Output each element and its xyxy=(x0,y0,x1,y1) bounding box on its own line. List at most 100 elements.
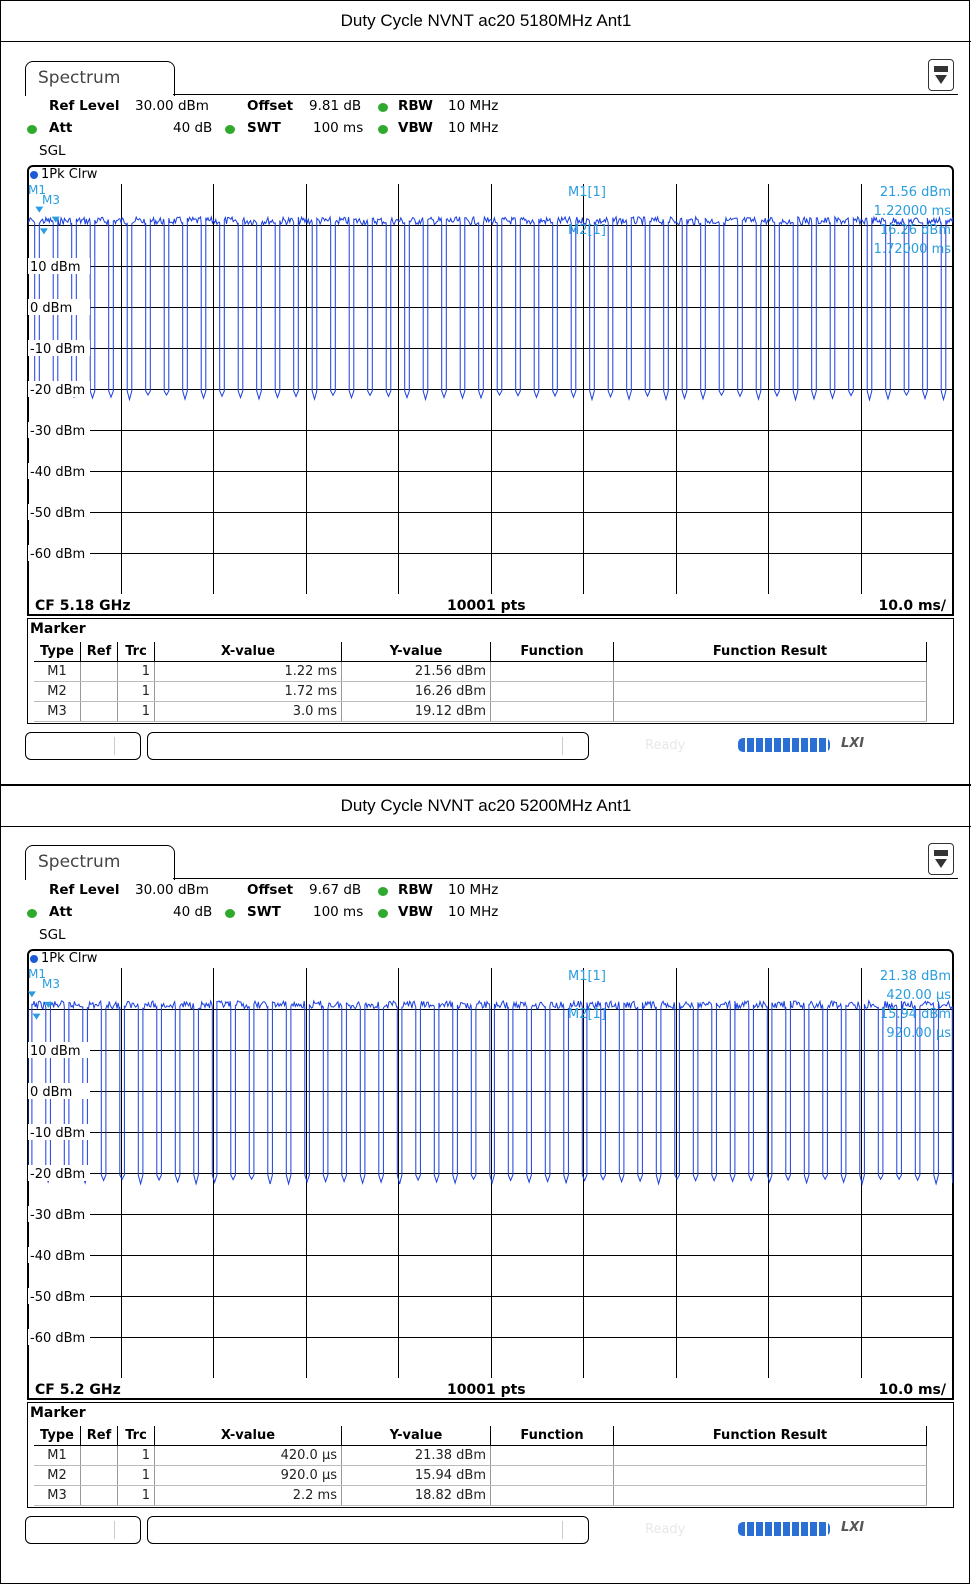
y-tick-label: -60 dBm xyxy=(30,1331,85,1346)
marker-readout-m1-time: 1.22000 ms xyxy=(874,204,952,219)
marker-m1-icon xyxy=(35,206,44,213)
column-header-x-value: X-value xyxy=(154,642,342,662)
status-dot xyxy=(378,125,388,134)
progress-bar xyxy=(738,1522,830,1536)
y-tick-label: 0 dBm xyxy=(30,301,72,316)
table-row: M1 1 1.22 ms 21.56 dBm xyxy=(34,661,927,682)
marker-table-panel: Marker Type Ref Trc X-value Y-value Function F… xyxy=(27,618,954,724)
y-tick-label-bg xyxy=(28,1329,90,1345)
table-cell xyxy=(613,701,927,722)
tab-spectrum[interactable]: Spectrum xyxy=(25,61,175,96)
vbw-value: 10 MHz xyxy=(448,120,499,136)
swt-label: SWT xyxy=(247,904,281,920)
marker-readout-m2-time: 920.00 µs xyxy=(886,1026,951,1041)
status-field-message xyxy=(147,1516,589,1544)
column-header-function-result: Function Result xyxy=(613,642,927,662)
marker-label-m1: M1 xyxy=(28,184,46,197)
table-cell: M2 xyxy=(34,681,81,702)
tab-underline xyxy=(173,94,958,95)
center-frequency: CF 5.2 GHz xyxy=(35,1382,121,1398)
column-header-function-result: Function Result xyxy=(613,1426,927,1446)
table-cell xyxy=(613,1465,927,1486)
table-row: M1 1 420.0 µs 21.38 dBm xyxy=(34,1445,927,1466)
att-value: 40 dB xyxy=(173,904,213,920)
column-header-function: Function xyxy=(490,642,614,662)
ready-status: Ready xyxy=(645,1522,686,1537)
rbw-value: 10 MHz xyxy=(448,98,499,114)
tab-spectrum[interactable]: Spectrum xyxy=(25,845,175,880)
time-per-division: 10.0 ms/ xyxy=(878,1382,946,1398)
marker-readout-m1-label: M1[1] xyxy=(568,185,606,200)
y-tick-label: 0 dBm xyxy=(30,1085,72,1100)
y-tick-label: -20 dBm xyxy=(30,383,85,398)
marker-readout-m2-time: 1.72000 ms xyxy=(874,242,952,257)
menu-dropdown-button[interactable] xyxy=(928,59,954,91)
column-header-function: Function xyxy=(490,1426,614,1446)
spectrum-screenshot: Spectrum Ref Level 30.00 dBm Offset 9.67… xyxy=(23,841,958,1546)
table-cell: 1 xyxy=(117,1445,155,1466)
status-field-left xyxy=(25,1516,141,1544)
marker-readout-m2-label: M2[1] xyxy=(568,223,606,238)
table-cell: 2.2 ms xyxy=(154,1485,342,1506)
offset-label: Offset xyxy=(247,98,294,114)
table-cell xyxy=(613,681,927,702)
table-cell: 18.82 dBm xyxy=(341,1485,491,1506)
table-cell xyxy=(80,701,118,722)
att-value: 40 dB xyxy=(173,120,213,136)
table-cell xyxy=(490,1445,614,1466)
y-tick-label: -60 dBm xyxy=(30,547,85,562)
marker-readout-m1-level: 21.38 dBm xyxy=(880,969,951,984)
menu-dropdown-button[interactable] xyxy=(928,843,954,875)
table-cell: M1 xyxy=(34,1445,81,1466)
status-dot xyxy=(225,125,235,134)
offset-label: Offset xyxy=(247,882,294,898)
y-tick-label-bg xyxy=(28,1083,90,1099)
table-cell xyxy=(80,661,118,682)
status-dot xyxy=(225,909,235,918)
column-header-y-value: Y-value xyxy=(341,642,491,662)
marker-m2-icon xyxy=(32,1013,41,1020)
table-row: M2 1 1.72 ms 16.26 dBm xyxy=(34,681,927,702)
ref-level-value: 30.00 dBm xyxy=(135,882,209,898)
block-title: Duty Cycle NVNT ac20 5180MHz Ant1 xyxy=(1,1,971,42)
y-tick-label: -50 dBm xyxy=(30,506,85,521)
marker-readout-m1-level: 21.56 dBm xyxy=(880,185,951,200)
table-cell: 15.94 dBm xyxy=(341,1465,491,1486)
menu-icon xyxy=(934,850,948,856)
att-label: Att xyxy=(49,120,73,136)
tab-label: Spectrum xyxy=(38,852,121,872)
table-cell xyxy=(613,1485,927,1506)
column-header-ref: Ref xyxy=(80,642,118,662)
table-cell: 19.12 dBm xyxy=(341,701,491,722)
marker-m2-icon xyxy=(39,228,48,235)
trace-line xyxy=(28,215,953,402)
marker-table-header: Type Ref Trc X-value Y-value Function Function… xyxy=(34,642,927,662)
ready-status: Ready xyxy=(645,738,686,753)
table-cell: 1 xyxy=(117,1485,155,1506)
status-bar: Ready LXI xyxy=(23,1516,958,1544)
duty-cycle-block: Duty Cycle NVNT ac20 5180MHz Ant1 Spectr… xyxy=(1,1,971,785)
table-cell xyxy=(490,1485,614,1506)
chevron-down-icon xyxy=(935,75,947,84)
marker-label-m3: M3 xyxy=(42,977,60,991)
column-header-y-value: Y-value xyxy=(341,1426,491,1446)
y-tick-label-bg xyxy=(28,422,90,438)
marker-label-m3: M3 xyxy=(42,193,60,207)
rbw-label: RBW xyxy=(398,882,433,898)
marker-table-body: M1 1 420.0 µs 21.38 dBm M2 1 920.0 µs 15.94 dBm… xyxy=(34,1445,927,1506)
table-cell: 920.0 µs xyxy=(154,1465,342,1486)
sweep-points: 10001 pts xyxy=(447,598,526,614)
time-per-division: 10.0 ms/ xyxy=(878,598,946,614)
swt-value: 100 ms xyxy=(313,120,364,136)
swt-label: SWT xyxy=(247,120,281,136)
table-row: M3 1 3.0 ms 19.12 dBm xyxy=(34,701,927,722)
y-tick-label: -30 dBm xyxy=(30,424,85,439)
status-dot xyxy=(27,909,37,918)
y-tick-label-bg xyxy=(28,340,90,356)
table-cell: 1.72 ms xyxy=(154,681,342,702)
table-cell: 1.22 ms xyxy=(154,661,342,682)
table-cell: M3 xyxy=(34,1485,81,1506)
table-cell: 3.0 ms xyxy=(154,701,342,722)
marker-readout-m2-label: M2[1] xyxy=(568,1007,606,1022)
